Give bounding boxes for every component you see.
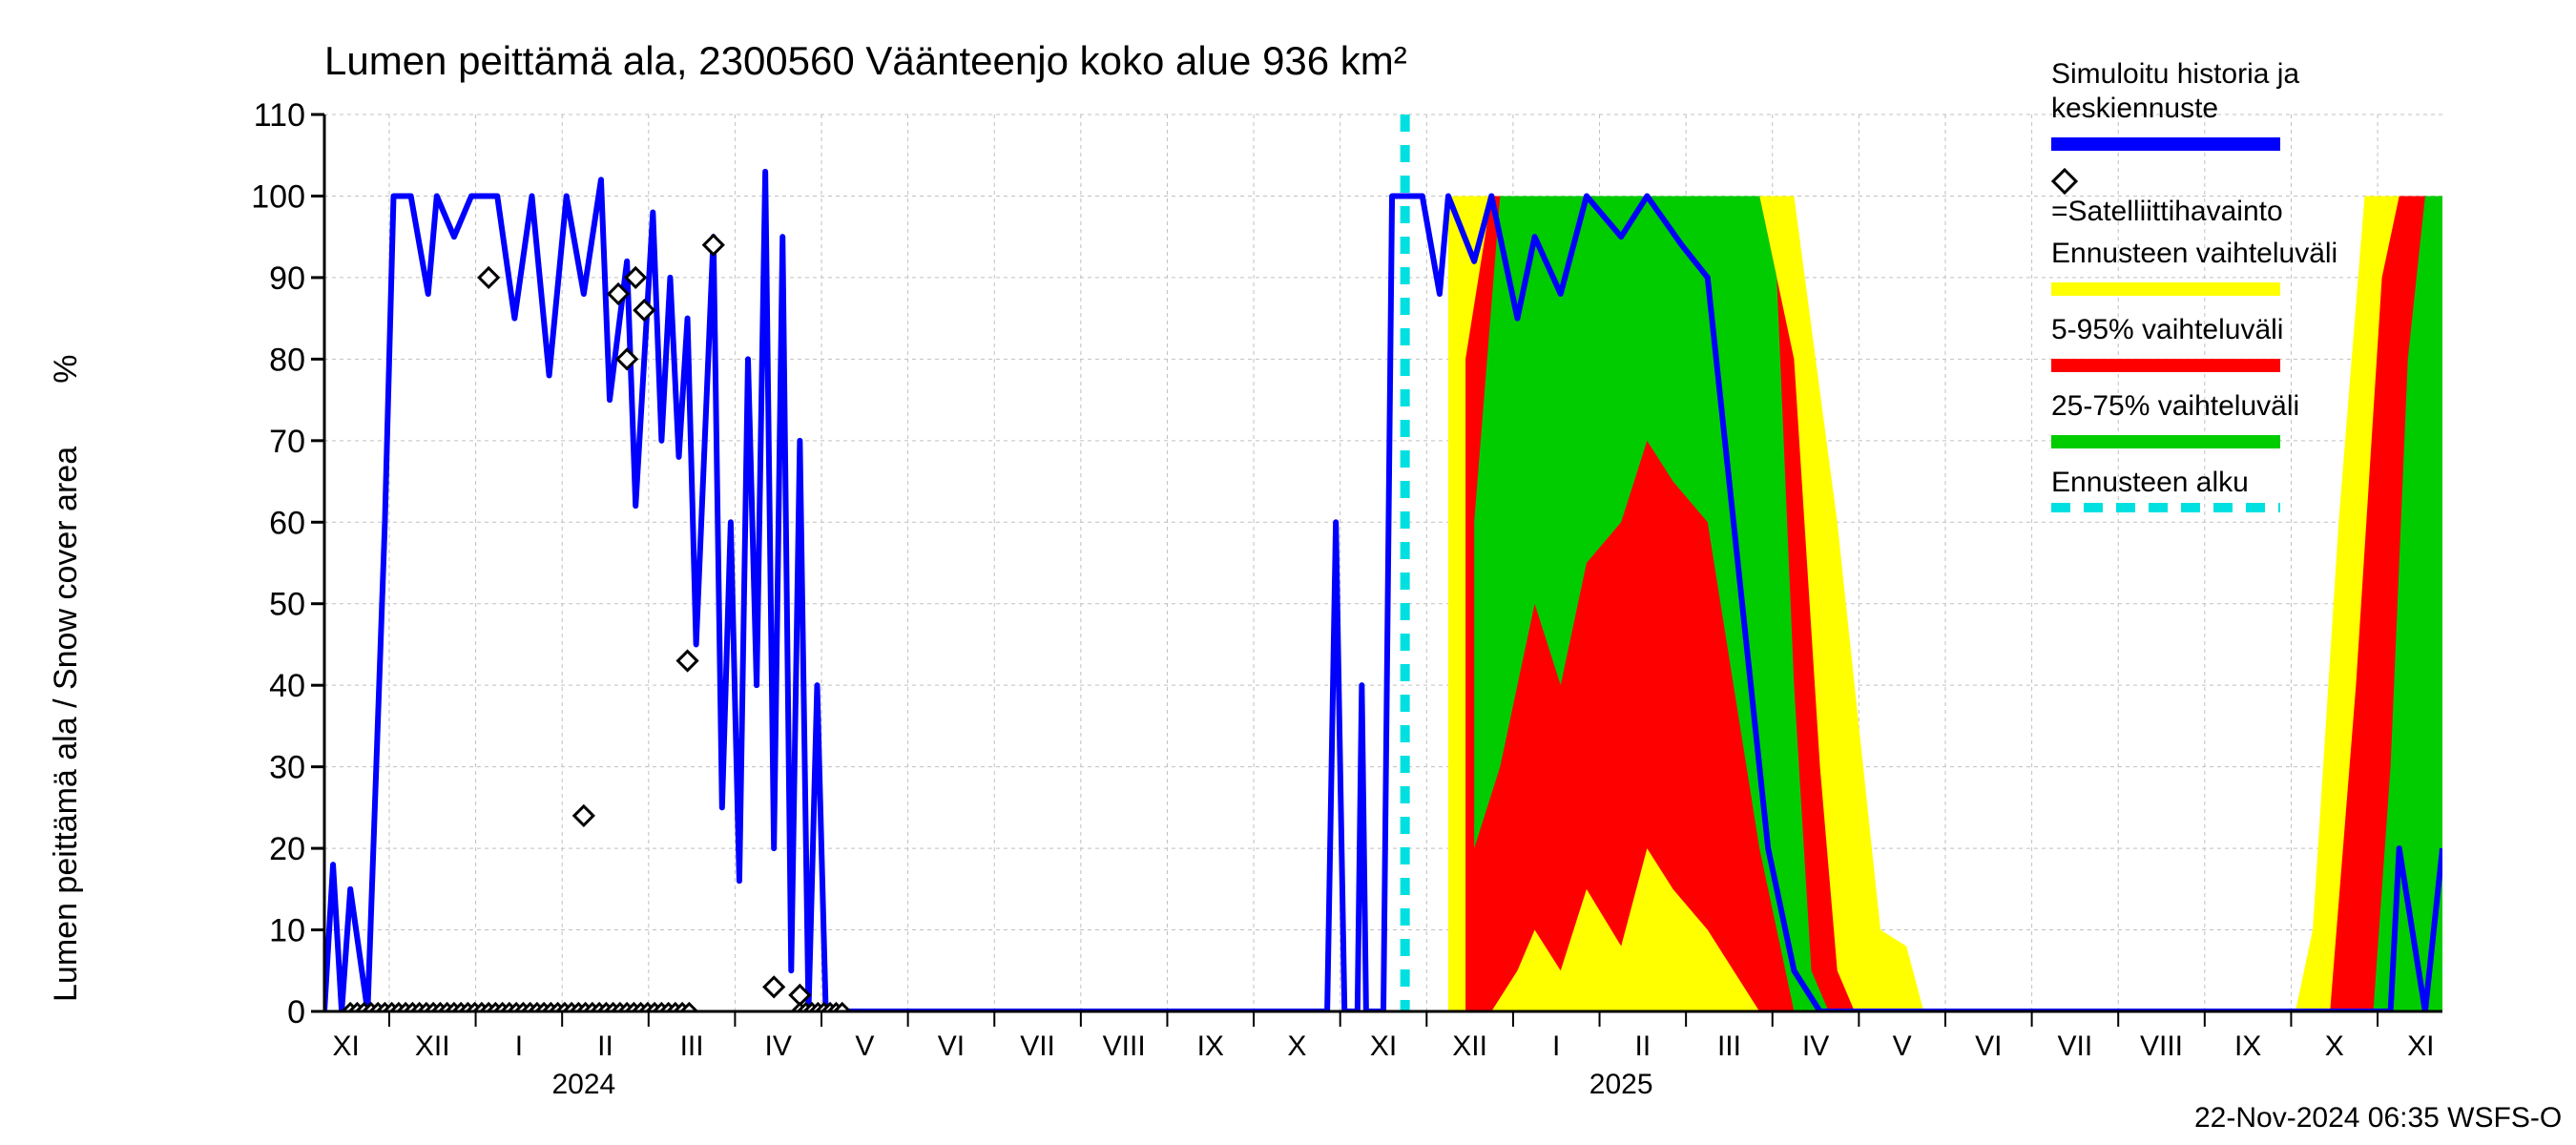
y-tick-label: 110 (254, 97, 305, 134)
y-tick-label: 100 (251, 178, 305, 215)
y-tick-label: 40 (269, 668, 305, 704)
y-tick-label: 80 (269, 342, 305, 378)
chart-title: Lumen peittämä ala, 2300560 Väänteenjo k… (324, 38, 1407, 84)
month-label: IV (765, 1030, 792, 1062)
month-label: V (855, 1030, 874, 1062)
y-axis-unit: % (48, 355, 84, 384)
satellite-marker (704, 236, 723, 255)
month-label: III (1717, 1030, 1741, 1062)
legend-range_outer: Ennusteen vaihteluväli (2051, 237, 2337, 305)
y-tick-label: 30 (269, 750, 305, 786)
month-label: IX (2234, 1030, 2261, 1062)
y-tick-label: 50 (269, 587, 305, 623)
month-label: XII (1452, 1030, 1487, 1062)
legend-range_25_75: 25-75% vaihteluväli (2051, 389, 2337, 458)
y-axis-label-text: Lumen peittämä ala / Snow cover area (48, 447, 84, 1002)
y-tick-label: 10 (269, 913, 305, 949)
month-label: V (1893, 1030, 1912, 1062)
month-label: XII (415, 1030, 450, 1062)
month-label: II (597, 1030, 613, 1062)
y-tick-label: 90 (269, 260, 305, 297)
legend-satellite: =Satelliittihavainto (2051, 168, 2337, 229)
year-label: 2024 (551, 1069, 615, 1100)
y-tick-label: 20 (269, 831, 305, 867)
month-label: X (2325, 1030, 2344, 1062)
legend: Simuloitu historia jakeskiennuste =Satel… (2051, 57, 2337, 523)
month-label: XI (332, 1030, 359, 1062)
satellite-marker (634, 301, 654, 320)
year-label: 2025 (1589, 1069, 1653, 1100)
month-label: IX (1197, 1030, 1224, 1062)
month-label: VII (2058, 1030, 2093, 1062)
month-label: VI (938, 1030, 965, 1062)
month-label: XI (1370, 1030, 1397, 1062)
month-label: VIII (2140, 1030, 2183, 1062)
satellite-marker (764, 977, 783, 996)
legend-forecast_start: Ennusteen alku (2051, 466, 2337, 515)
snow-cover-chart: Lumen peittämä ala, 2300560 Väänteenjo k… (0, 0, 2576, 1145)
month-label: VIII (1103, 1030, 1146, 1062)
month-label: III (680, 1030, 704, 1062)
footer-timestamp: 22-Nov-2024 06:35 WSFS-O (2194, 1102, 2562, 1135)
legend-range_5_95: 5-95% vaihteluväli (2051, 313, 2337, 382)
satellite-marker (678, 652, 697, 671)
month-label: II (1635, 1030, 1652, 1062)
y-tick-label: 60 (269, 505, 305, 541)
month-label: X (1287, 1030, 1306, 1062)
month-label: VII (1020, 1030, 1055, 1062)
month-label: VI (1975, 1030, 2002, 1062)
month-label: I (515, 1030, 523, 1062)
y-tick-label: 70 (269, 424, 305, 460)
month-label: XI (2407, 1030, 2434, 1062)
satellite-marker (574, 806, 593, 825)
satellite-marker (617, 349, 636, 368)
month-label: IV (1802, 1030, 1829, 1062)
y-tick-label: 0 (287, 994, 305, 1030)
satellite-marker (479, 268, 498, 287)
month-label: I (1552, 1030, 1560, 1062)
y-axis-label: Lumen peittämä ala / Snow cover area % (48, 355, 85, 1002)
legend-simulated: Simuloitu historia jakeskiennuste (2051, 57, 2337, 160)
